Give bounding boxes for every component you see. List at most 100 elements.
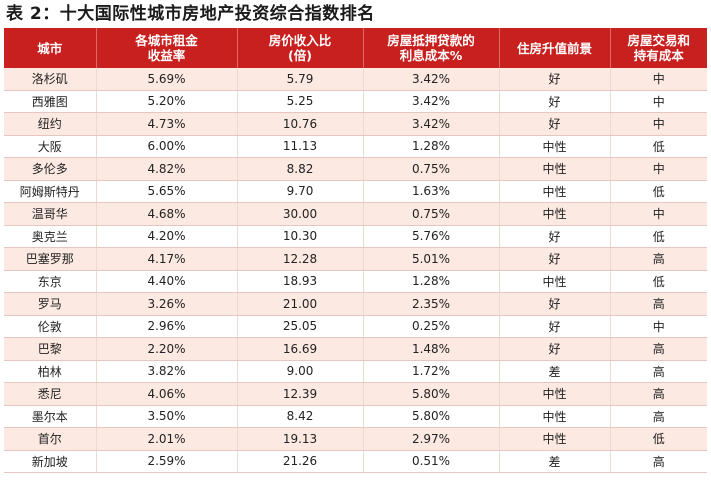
cell-mortgage-interest: 3.42%: [363, 90, 500, 113]
cell-appreciation-outlook: 好: [499, 112, 611, 136]
header-line: 房价收入比: [268, 33, 332, 48]
cell-appreciation-outlook: 中性: [499, 270, 611, 293]
cell-appreciation-outlook: 中性: [499, 180, 611, 203]
cell-city: 巴塞罗那: [4, 247, 97, 271]
cell-rent-yield: 4.73%: [96, 112, 238, 136]
header-appreciation-outlook: 住房升值前景: [499, 28, 611, 68]
cell-transaction-cost: 高: [610, 360, 707, 383]
table-row: 东京 4.40% 18.93 1.28% 中性低: [4, 270, 707, 293]
cell-mortgage-interest: 3.42%: [363, 68, 500, 91]
cell-rent-yield: 4.68%: [96, 202, 238, 226]
cell-city: 洛杉矶: [4, 68, 97, 91]
table-row: 阿姆斯特丹 5.65% 9.70 1.63% 中性低: [4, 180, 707, 203]
cell-mortgage-interest: 1.28%: [363, 135, 500, 158]
cell-price-income-ratio: 30.00: [237, 202, 364, 226]
table-row: 悉尼 4.06% 12.39 5.80% 中性高: [4, 382, 707, 406]
table-row: 奥克兰 4.20% 10.30 5.76% 好低: [4, 225, 707, 248]
cell-city: 伦敦: [4, 315, 97, 338]
cell-transaction-cost: 高: [610, 292, 707, 316]
cell-appreciation-outlook: 好: [499, 247, 611, 271]
header-city: 城市: [4, 28, 97, 68]
cell-mortgage-interest: 2.97%: [363, 427, 500, 451]
header-transaction-cost: 房屋交易和 持有成本: [610, 28, 707, 68]
cell-city: 纽约: [4, 112, 97, 136]
cell-price-income-ratio: 16.69: [237, 337, 364, 361]
cell-transaction-cost: 高: [610, 247, 707, 271]
cell-price-income-ratio: 12.28: [237, 247, 364, 271]
cell-appreciation-outlook: 中性: [499, 157, 611, 181]
cell-city: 西雅图: [4, 90, 97, 113]
table-body: 洛杉矶 5.69% 5.79 3.42% 好中西雅图 5.20% 5.25 3.42% 好中纽约…: [4, 68, 707, 473]
table-row: 大阪 6.00% 11.13 1.28% 中性低: [4, 135, 707, 158]
header-line: 持有成本: [633, 48, 684, 63]
cell-city: 东京: [4, 270, 97, 293]
cell-appreciation-outlook: 好: [499, 315, 611, 338]
cell-price-income-ratio: 8.42: [237, 405, 364, 428]
cell-transaction-cost: 低: [610, 270, 707, 293]
cell-appreciation-outlook: 好: [499, 225, 611, 248]
cell-mortgage-interest: 5.01%: [363, 247, 500, 271]
table-header-row: 城市 各城市租金 收益率 房价收入比 (倍) 房屋抵押贷款的 利息成本% 住房升值前景 房屋交易…: [4, 28, 707, 68]
cell-appreciation-outlook: 中性: [499, 427, 611, 451]
cell-city: 罗马: [4, 292, 97, 316]
table-title: 表 2：十大国际性城市房地产投资综合指数排名: [6, 4, 375, 24]
cell-city: 阿姆斯特丹: [4, 180, 97, 203]
header-line: 房屋抵押贷款的: [387, 33, 475, 48]
cell-transaction-cost: 高: [610, 337, 707, 361]
cell-mortgage-interest: 5.80%: [363, 382, 500, 406]
cell-appreciation-outlook: 中性: [499, 202, 611, 226]
header-line: 利息成本%: [399, 48, 463, 63]
cell-city: 柏林: [4, 360, 97, 383]
cell-price-income-ratio: 19.13: [237, 427, 364, 451]
cell-appreciation-outlook: 中性: [499, 135, 611, 158]
cell-mortgage-interest: 1.63%: [363, 180, 500, 203]
cell-appreciation-outlook: 好: [499, 68, 611, 91]
cell-city: 新加坡: [4, 450, 97, 473]
cell-price-income-ratio: 9.00: [237, 360, 364, 383]
cell-rent-yield: 2.01%: [96, 427, 238, 451]
cell-transaction-cost: 中: [610, 157, 707, 181]
table-row: 温哥华 4.68% 30.00 0.75% 中性中: [4, 202, 707, 226]
cell-mortgage-interest: 3.42%: [363, 112, 500, 136]
cell-rent-yield: 5.69%: [96, 68, 238, 91]
table-row: 伦敦 2.96% 25.05 0.25% 好中: [4, 315, 707, 338]
table-row: 巴黎 2.20% 16.69 1.48% 好高: [4, 337, 707, 361]
cell-city: 巴黎: [4, 337, 97, 361]
cell-price-income-ratio: 25.05: [237, 315, 364, 338]
cell-price-income-ratio: 21.26: [237, 450, 364, 473]
header-line: 各城市租金: [135, 33, 198, 48]
cell-rent-yield: 6.00%: [96, 135, 238, 158]
city-ranking-table: 城市 各城市租金 收益率 房价收入比 (倍) 房屋抵押贷款的 利息成本% 住房升值前景 房屋交易…: [4, 28, 707, 473]
header-line: (倍): [288, 48, 312, 63]
cell-city: 悉尼: [4, 382, 97, 406]
cell-price-income-ratio: 10.30: [237, 225, 364, 248]
cell-rent-yield: 4.06%: [96, 382, 238, 406]
cell-transaction-cost: 中: [610, 112, 707, 136]
header-line: 房屋交易和: [627, 33, 690, 48]
cell-appreciation-outlook: 差: [499, 450, 611, 473]
cell-price-income-ratio: 9.70: [237, 180, 364, 203]
cell-price-income-ratio: 11.13: [237, 135, 364, 158]
table-row: 洛杉矶 5.69% 5.79 3.42% 好中: [4, 68, 707, 91]
cell-rent-yield: 2.59%: [96, 450, 238, 473]
table-row: 罗马 3.26% 21.00 2.35% 好高: [4, 292, 707, 316]
cell-city: 奥克兰: [4, 225, 97, 248]
cell-rent-yield: 2.20%: [96, 337, 238, 361]
header-price-income-ratio: 房价收入比 (倍): [237, 28, 364, 68]
cell-transaction-cost: 低: [610, 135, 707, 158]
cell-mortgage-interest: 1.72%: [363, 360, 500, 383]
cell-transaction-cost: 中: [610, 315, 707, 338]
cell-price-income-ratio: 12.39: [237, 382, 364, 406]
cell-mortgage-interest: 5.76%: [363, 225, 500, 248]
table-row: 墨尔本 3.50% 8.42 5.80% 中性高: [4, 405, 707, 428]
cell-price-income-ratio: 5.79: [237, 68, 364, 91]
cell-rent-yield: 3.82%: [96, 360, 238, 383]
cell-price-income-ratio: 8.82: [237, 157, 364, 181]
cell-price-income-ratio: 18.93: [237, 270, 364, 293]
cell-appreciation-outlook: 中性: [499, 405, 611, 428]
cell-transaction-cost: 高: [610, 450, 707, 473]
cell-appreciation-outlook: 好: [499, 90, 611, 113]
cell-transaction-cost: 高: [610, 382, 707, 406]
cell-rent-yield: 3.50%: [96, 405, 238, 428]
cell-mortgage-interest: 5.80%: [363, 405, 500, 428]
